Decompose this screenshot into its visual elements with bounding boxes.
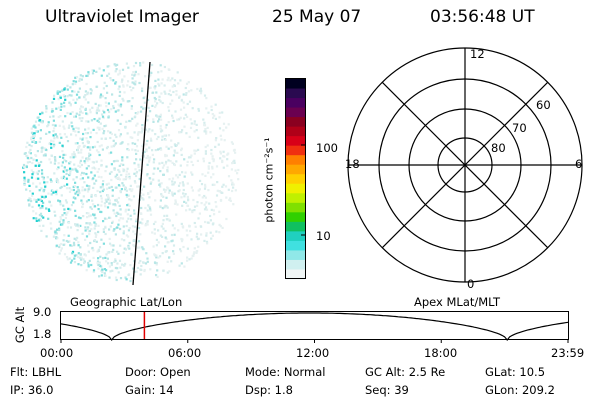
timeline-ytick-bottom: 1.8 (33, 327, 52, 341)
colorbar-unit-label: photon cm⁻²s⁻¹ (262, 137, 276, 223)
xtick-1200: 12:00 (296, 346, 330, 360)
terminator-line (132, 61, 151, 286)
info-seq: Seq: 39 (365, 383, 409, 397)
info-ip: IP: 36.0 (10, 383, 54, 397)
info-glon: GLon: 209.2 (485, 383, 555, 397)
timeline-ytick-top: 9.0 (33, 305, 52, 319)
colorbar-tick-10: 10 (316, 229, 331, 243)
timeline-ylabel: GC Alt (13, 306, 27, 344)
colorbar-tick-100: 100 (316, 141, 338, 155)
mlat-label-60: 60 (536, 98, 551, 112)
mlt-label-12: 12 (470, 47, 485, 61)
info-gcalt: GC Alt: 2.5 Re (365, 365, 446, 379)
uv-image (22, 61, 240, 286)
mlt-label-18: 18 (345, 157, 360, 171)
mlat-label-80: 80 (491, 141, 506, 155)
timeline-right-label: Apex MLat/MLT (414, 295, 501, 309)
time-label: 03:56:48 UT (430, 7, 535, 27)
info-door: Door: Open (125, 365, 191, 379)
mlt-label-0: 0 (467, 277, 475, 291)
mlat-label-70: 70 (512, 121, 527, 135)
xtick-1800: 18:00 (424, 346, 458, 360)
instrument-title: Ultraviolet Imager (45, 7, 199, 27)
info-mode: Mode: Normal (245, 365, 326, 379)
xtick-0000: 00:00 (40, 346, 74, 360)
mlt-label-6: 6 (575, 157, 583, 171)
date-label: 25 May 07 (272, 7, 362, 27)
timeline-frame (60, 311, 569, 340)
xtick-2359: 23:59 (551, 346, 585, 360)
timeline-left-label: Geographic Lat/Lon (70, 295, 183, 309)
color-bar (285, 78, 306, 280)
info-glat: GLat: 10.5 (485, 365, 546, 379)
info-dsp: Dsp: 1.8 (245, 383, 293, 397)
xtick-0600: 06:00 (168, 346, 202, 360)
info-gain: Gain: 14 (125, 383, 174, 397)
altitude-curve (60, 312, 569, 341)
polar-plot (347, 47, 583, 283)
info-flt: Flt: LBHL (10, 365, 62, 379)
timeline-plot (60, 311, 569, 343)
